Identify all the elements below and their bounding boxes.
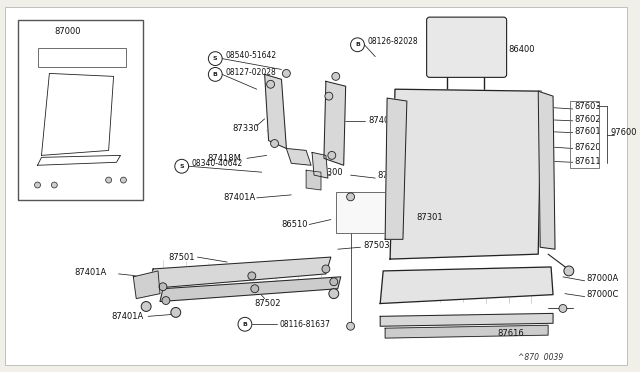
Circle shape — [347, 193, 355, 201]
Bar — [18, 20, 143, 200]
Circle shape — [329, 289, 339, 299]
Text: B: B — [355, 42, 360, 47]
Polygon shape — [380, 267, 553, 304]
Bar — [570, 101, 600, 168]
Text: 87300: 87300 — [316, 168, 342, 177]
Polygon shape — [390, 89, 541, 259]
Circle shape — [282, 70, 291, 77]
Text: 87401A: 87401A — [74, 269, 106, 278]
Text: ^870  0039: ^870 0039 — [518, 353, 564, 362]
Polygon shape — [385, 98, 407, 239]
Text: S: S — [179, 164, 184, 169]
Polygon shape — [38, 155, 120, 165]
Circle shape — [559, 305, 567, 312]
Polygon shape — [133, 271, 160, 299]
Text: 87502: 87502 — [255, 299, 282, 308]
Text: 86510: 86510 — [282, 220, 308, 229]
Polygon shape — [385, 325, 548, 338]
Circle shape — [51, 182, 57, 188]
Text: 87401A: 87401A — [223, 193, 255, 202]
Text: 87320: 87320 — [344, 215, 368, 224]
Circle shape — [271, 140, 278, 147]
Text: B: B — [243, 322, 247, 327]
Text: 87330: 87330 — [232, 124, 259, 133]
Text: 87620: 87620 — [575, 143, 602, 152]
Polygon shape — [148, 257, 331, 289]
Text: 87301: 87301 — [417, 213, 444, 222]
Circle shape — [564, 266, 574, 276]
Text: S: S — [213, 56, 218, 61]
Text: 87603: 87603 — [575, 103, 602, 112]
Text: 08126-82028: 08126-82028 — [367, 37, 418, 46]
Text: B: B — [213, 72, 218, 77]
Text: 87611: 87611 — [575, 157, 602, 166]
Circle shape — [35, 182, 40, 188]
Circle shape — [251, 285, 259, 293]
Text: 87311: 87311 — [344, 200, 367, 209]
Text: 08116-81637: 08116-81637 — [280, 320, 330, 329]
Circle shape — [347, 322, 355, 330]
Bar — [38, 48, 127, 67]
Text: 87000: 87000 — [54, 28, 81, 36]
Polygon shape — [306, 170, 321, 190]
Text: 87401A: 87401A — [367, 195, 399, 204]
Circle shape — [106, 177, 111, 183]
Polygon shape — [538, 91, 555, 249]
Text: 87333: 87333 — [377, 171, 404, 180]
Text: 87602: 87602 — [575, 115, 602, 124]
Circle shape — [322, 265, 330, 273]
Text: 87601: 87601 — [575, 127, 602, 136]
Text: 86400: 86400 — [509, 45, 535, 54]
Circle shape — [330, 278, 338, 286]
Circle shape — [120, 177, 127, 183]
Bar — [336, 192, 403, 233]
Circle shape — [332, 73, 340, 80]
Circle shape — [328, 151, 336, 159]
Polygon shape — [312, 153, 328, 178]
Polygon shape — [324, 81, 346, 165]
Polygon shape — [265, 74, 286, 148]
Circle shape — [171, 308, 180, 317]
Circle shape — [159, 283, 167, 291]
Circle shape — [267, 80, 275, 88]
Text: 08340-40642: 08340-40642 — [191, 159, 243, 168]
Text: 08127-02028: 08127-02028 — [225, 68, 276, 77]
Text: 08540-51642: 08540-51642 — [225, 51, 276, 60]
Text: 87418M: 87418M — [207, 154, 241, 163]
Circle shape — [141, 302, 151, 311]
Text: 87401A: 87401A — [111, 312, 144, 321]
Circle shape — [162, 296, 170, 305]
Circle shape — [325, 92, 333, 100]
Text: 87000C: 87000C — [587, 290, 619, 299]
Polygon shape — [42, 73, 113, 155]
Polygon shape — [380, 313, 553, 326]
Polygon shape — [160, 277, 340, 302]
Text: 87000A: 87000A — [587, 274, 619, 283]
Text: 87401: 87401 — [369, 116, 395, 125]
Circle shape — [248, 272, 256, 280]
FancyBboxPatch shape — [427, 17, 507, 77]
Text: 87616: 87616 — [498, 328, 525, 338]
Text: 87501: 87501 — [168, 253, 195, 262]
Text: 97600: 97600 — [611, 128, 637, 137]
Polygon shape — [286, 148, 311, 165]
Text: 87503: 87503 — [364, 241, 390, 250]
